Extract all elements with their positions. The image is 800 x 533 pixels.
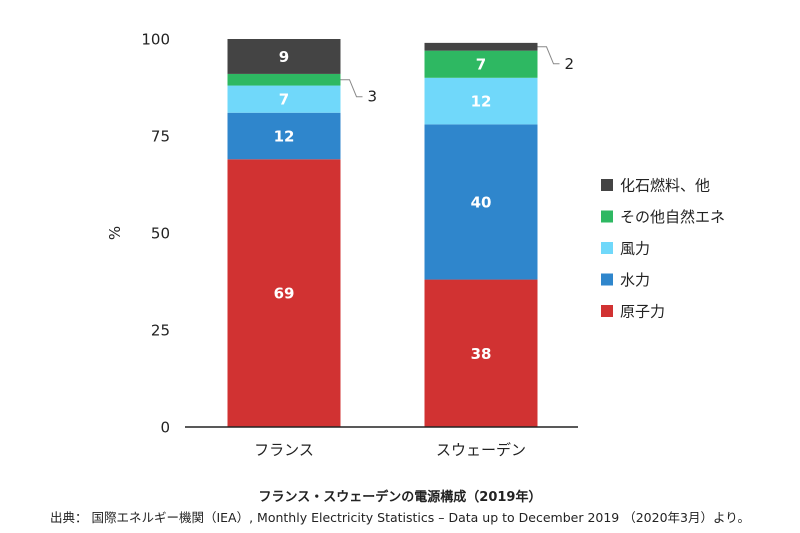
source-note: 出典： 国際エネルギー機関（IEA）, Monthly Electricity … bbox=[50, 510, 750, 525]
legend-swatch-2 bbox=[601, 242, 613, 254]
legend-swatch-3 bbox=[601, 273, 613, 286]
y-tick-label-4: 100 bbox=[141, 31, 170, 49]
bar-segment-0-2 bbox=[227, 85, 341, 113]
legend-swatch-0 bbox=[601, 179, 613, 191]
bar-segment-0-3 bbox=[227, 73, 341, 86]
axes-layer: フランス スウェーデン 0 25 50 75 100% bbox=[106, 31, 578, 459]
y-tick-label-3: 75 bbox=[151, 128, 170, 146]
legend-label-4: 原子力 bbox=[620, 303, 665, 321]
category-label-1: スウェーデン bbox=[436, 441, 526, 459]
data-label-0-3: 3 bbox=[368, 88, 378, 106]
data-label-0-2: 7 bbox=[279, 91, 289, 109]
bars-layer bbox=[227, 39, 538, 427]
data-label-0-1: 12 bbox=[274, 128, 295, 146]
bar-segment-1-3 bbox=[424, 50, 538, 78]
bar-segment-1-0 bbox=[424, 279, 538, 427]
y-tick-label-0: 0 bbox=[160, 419, 170, 437]
callout-line-0-3 bbox=[340, 79, 363, 98]
data-label-0-4: 9 bbox=[279, 48, 289, 66]
legend-label-3: 水力 bbox=[620, 271, 650, 289]
legend-label-0: 化石燃料、他 bbox=[620, 177, 710, 195]
data-label-1-3: 7 bbox=[476, 56, 486, 74]
data-label-1-0: 38 bbox=[471, 345, 492, 363]
bar-segment-0-0 bbox=[227, 159, 341, 427]
y-tick-label-1: 25 bbox=[151, 322, 170, 340]
data-label-1-4: 2 bbox=[565, 55, 575, 73]
y-tick-label-2: 50 bbox=[151, 225, 170, 243]
data-label-1-2: 12 bbox=[471, 93, 492, 111]
callout-line-1-4 bbox=[537, 46, 560, 65]
y-axis-label: % bbox=[106, 226, 124, 240]
chart-caption: フランス・スウェーデンの電源構成（2019年） bbox=[258, 490, 542, 505]
data-label-0-0: 69 bbox=[274, 285, 295, 303]
bar-segment-1-1 bbox=[424, 124, 538, 280]
bar-segment-1-4 bbox=[424, 42, 538, 51]
legend-swatch-4 bbox=[601, 305, 613, 317]
labels-layer: 69 12 7 3 9 38 40 12 7 2 bbox=[274, 46, 575, 363]
bar-segment-1-2 bbox=[424, 77, 538, 125]
legend-swatch-1 bbox=[601, 210, 613, 223]
category-label-0: フランス bbox=[254, 441, 314, 459]
legend-label-2: 風力 bbox=[620, 240, 650, 258]
bar-segment-0-1 bbox=[227, 112, 341, 160]
stacked-bar-chart: 69 12 7 3 9 38 40 12 7 2 フランス スウェーデン 0 25 50 75 100% 化石… bbox=[106, 31, 725, 460]
bar-segment-0-4 bbox=[227, 39, 341, 74]
legend-label-1: その他自然エネ bbox=[620, 208, 725, 226]
data-label-1-1: 40 bbox=[471, 193, 492, 211]
